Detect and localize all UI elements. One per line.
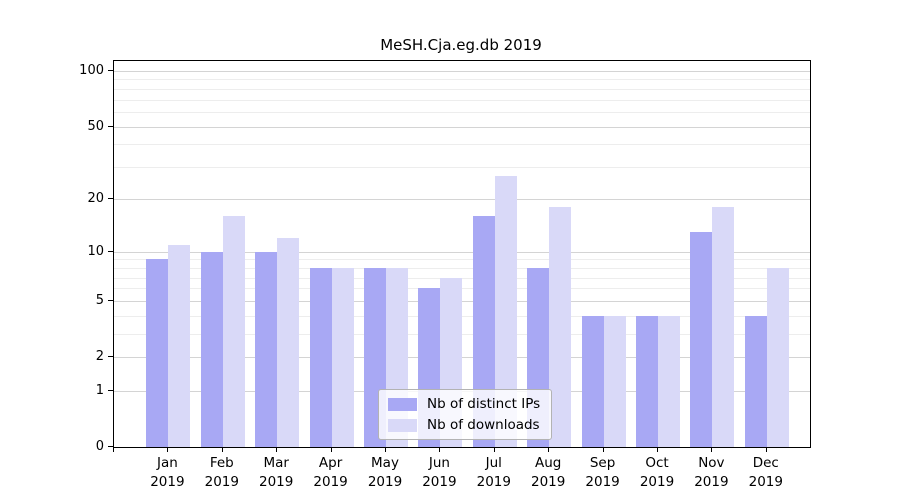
minor-gridline	[114, 88, 810, 90]
y-tick-mark	[108, 70, 113, 71]
y-tick-mark	[108, 300, 113, 302]
bar-downloads	[168, 244, 191, 447]
y-tick-label: 0	[95, 439, 104, 454]
chart-title: MeSH.Cja.eg.db 2019	[380, 36, 542, 54]
major-gridline	[114, 126, 810, 128]
bar-distinct-ips	[690, 231, 713, 447]
minor-gridline	[114, 259, 810, 261]
minor-gridline	[114, 79, 810, 81]
x-tick-label: Aug 2019	[531, 455, 566, 490]
x-tick-label: Nov 2019	[694, 455, 729, 490]
x-tick-label: Jan 2019	[150, 455, 185, 490]
legend-label: Nb of downloads	[427, 417, 540, 433]
bar-distinct-ips	[200, 251, 223, 447]
y-tick-mark	[108, 389, 113, 391]
bar-downloads	[549, 207, 572, 447]
minor-gridline	[114, 267, 810, 269]
x-tick-label: Apr 2019	[313, 455, 348, 490]
y-tick-label: 5	[95, 293, 104, 309]
x-tick-label: Sep 2019	[585, 455, 620, 490]
x-tick-mark	[657, 447, 658, 452]
y-tick-mark	[108, 446, 113, 447]
x-tick-label: Jul 2019	[476, 455, 511, 490]
legend-entry-distinct-ips: Nb of distinct IPs	[388, 396, 540, 412]
x-tick-mark	[113, 447, 114, 452]
x-tick-mark	[711, 447, 713, 452]
y-tick-mark	[108, 197, 113, 199]
x-tick-label: Dec 2019	[748, 455, 783, 490]
x-tick-label: Jun 2019	[422, 455, 457, 490]
x-tick-label: Feb 2019	[204, 455, 239, 490]
bar-downloads	[766, 267, 789, 447]
minor-gridline	[114, 144, 810, 146]
bar-downloads	[494, 175, 517, 447]
y-tick-label: 2	[95, 349, 104, 365]
legend-entry-downloads: Nb of downloads	[388, 417, 540, 433]
major-gridline	[114, 251, 810, 253]
bar-downloads	[658, 315, 680, 447]
x-tick-label: Oct 2019	[639, 455, 675, 490]
x-tick-mark	[548, 447, 550, 452]
y-tick-label: 1	[95, 382, 104, 398]
x-tick-mark	[330, 447, 332, 452]
bar-distinct-ips	[744, 315, 767, 447]
bar-downloads	[331, 267, 354, 447]
major-gridline	[114, 198, 810, 200]
y-tick-mark	[108, 250, 113, 252]
x-tick-mark	[167, 447, 169, 452]
legend-label: Nb of distinct IPs	[427, 396, 541, 412]
x-tick-mark	[439, 447, 441, 452]
bar-downloads	[222, 216, 245, 447]
y-tick-label: 100	[79, 63, 104, 78]
y-tick-label: 10	[87, 243, 104, 259]
minor-gridline	[114, 112, 810, 114]
x-tick-mark	[221, 447, 223, 452]
bar-distinct-ips	[636, 315, 658, 447]
minor-gridline	[114, 167, 810, 169]
x-tick-mark	[765, 447, 767, 452]
y-tick-mark	[108, 356, 113, 358]
bar-distinct-ips	[581, 315, 604, 447]
x-tick-label: Mar 2019	[259, 455, 294, 490]
bar-distinct-ips	[309, 267, 332, 447]
x-tick-mark	[493, 447, 495, 452]
bar-distinct-ips	[255, 251, 278, 447]
x-tick-mark	[385, 447, 386, 452]
legend-swatch-distinct-ips	[388, 397, 417, 411]
minor-gridline	[114, 99, 810, 101]
bar-distinct-ips	[146, 259, 169, 447]
bar-downloads	[712, 207, 735, 447]
legend: Nb of distinct IPs Nb of downloads	[378, 389, 553, 440]
y-tick-mark	[108, 125, 113, 127]
legend-swatch-downloads	[388, 418, 417, 432]
bar-downloads	[277, 238, 300, 447]
bar-downloads	[603, 315, 626, 447]
y-tick-label: 20	[87, 190, 104, 206]
x-tick-label: May 2019	[367, 455, 403, 490]
y-tick-label: 50	[87, 118, 104, 134]
major-gridline	[114, 71, 810, 72]
x-tick-mark	[276, 447, 278, 452]
x-tick-mark	[602, 447, 604, 452]
